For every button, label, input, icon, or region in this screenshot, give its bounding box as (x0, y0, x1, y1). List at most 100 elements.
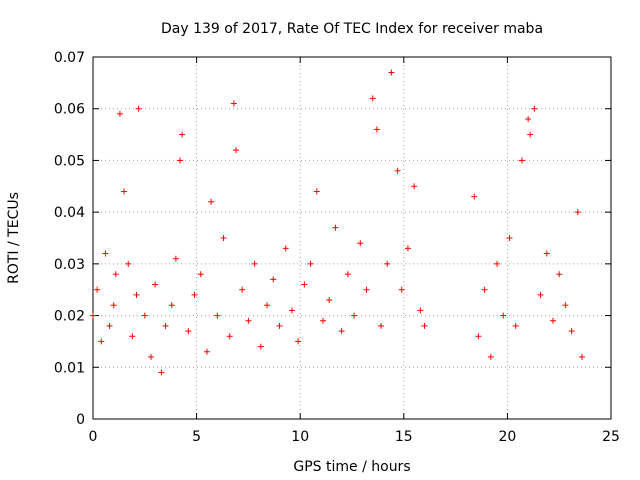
x-axis-label: GPS time / hours (293, 459, 410, 475)
data-point (500, 312, 507, 319)
data-point (191, 291, 198, 298)
data-point (421, 322, 428, 329)
data-point (102, 250, 109, 257)
data-point (326, 297, 333, 304)
data-point (276, 322, 283, 329)
data-point (148, 353, 155, 360)
data-point (121, 188, 128, 195)
data-point (388, 69, 395, 76)
data-point (487, 353, 494, 360)
data-point (369, 95, 376, 102)
data-point (568, 328, 575, 335)
data-point (319, 317, 326, 324)
data-point (245, 317, 252, 324)
data-point (378, 322, 385, 329)
data-point (411, 183, 418, 190)
data-point (251, 260, 258, 267)
data-point (363, 286, 370, 293)
data-point (481, 286, 488, 293)
data-point (282, 245, 289, 252)
data-point (525, 116, 532, 123)
data-point (112, 271, 119, 278)
data-point (158, 369, 165, 376)
data-point (338, 328, 345, 335)
data-point (494, 260, 501, 267)
y-tick-label: 0.04 (54, 205, 85, 221)
data-point (475, 333, 482, 340)
data-point (578, 353, 585, 360)
y-tick-label: 0.02 (54, 309, 85, 325)
data-point (208, 198, 215, 205)
data-point (373, 126, 380, 133)
data-point (295, 338, 302, 345)
x-tick-label: 25 (602, 429, 620, 445)
data-point (257, 343, 264, 350)
data-point (152, 281, 159, 288)
data-point (531, 105, 538, 112)
data-point (232, 147, 239, 154)
data-point (264, 302, 271, 309)
data-point (162, 322, 169, 329)
data-point (185, 328, 192, 335)
data-point (301, 281, 308, 288)
data-point (177, 157, 184, 164)
x-tick-label: 5 (192, 429, 201, 445)
data-point (357, 240, 364, 247)
data-point (133, 291, 140, 298)
data-point (471, 193, 478, 200)
x-tick-label: 15 (395, 429, 413, 445)
data-point (527, 131, 534, 138)
data-point (197, 271, 204, 278)
data-point (110, 302, 117, 309)
data-point (562, 302, 569, 309)
data-point (98, 338, 105, 345)
data-point (518, 157, 525, 164)
data-point (574, 209, 581, 216)
data-point (512, 322, 519, 329)
y-tick-label: 0.01 (54, 360, 85, 376)
data-point (90, 312, 96, 319)
data-point (179, 131, 186, 138)
data-point (135, 105, 142, 112)
data-point (398, 286, 405, 293)
data-point (220, 235, 227, 241)
data-point (125, 260, 132, 267)
data-point (270, 276, 277, 283)
x-tick-label: 20 (498, 429, 516, 445)
data-point (239, 286, 246, 293)
data-point (116, 110, 123, 117)
data-point (214, 312, 221, 319)
data-points (90, 69, 585, 376)
data-point (94, 286, 101, 293)
data-point (106, 322, 113, 329)
data-point (417, 307, 424, 314)
data-point (549, 317, 556, 324)
chart-title: Day 139 of 2017, Rate Of TEC Index for r… (161, 21, 543, 37)
data-point (141, 312, 148, 319)
data-point (351, 312, 358, 319)
y-tick-label: 0.05 (54, 153, 85, 169)
data-point (288, 307, 295, 314)
axis-ticks: 0 5 10 15 20 25 0 0.01 0.02 0.03 0.04 0.05 0.06 0.07 (54, 50, 620, 445)
data-point (313, 188, 320, 195)
y-axis-label: ROTI / TECUs (6, 192, 22, 284)
data-point (344, 271, 351, 278)
data-point (129, 333, 136, 340)
y-tick-label: 0.03 (54, 257, 85, 273)
grid (93, 57, 611, 419)
x-tick-label: 0 (89, 429, 98, 445)
data-point (384, 260, 391, 267)
y-tick-label: 0 (76, 412, 85, 428)
data-point (394, 167, 401, 174)
data-point (404, 245, 411, 252)
data-point (556, 271, 563, 278)
data-point (543, 250, 550, 257)
plot-frame (92, 56, 612, 420)
data-point (230, 100, 237, 107)
data-point (307, 260, 314, 267)
data-point (226, 333, 233, 340)
data-point (168, 302, 175, 309)
data-point (506, 235, 513, 241)
data-point (203, 348, 210, 355)
